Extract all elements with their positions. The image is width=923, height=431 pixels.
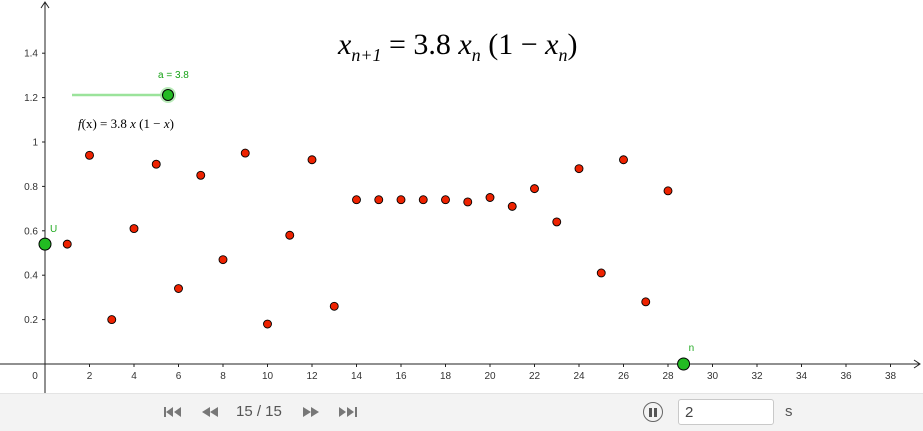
y-tick-label: 1.2	[24, 93, 38, 104]
x-tick-label: 24	[573, 371, 585, 382]
x-tick-label: 12	[306, 371, 318, 382]
x-tick-label: 0	[32, 371, 38, 382]
data-point	[285, 230, 295, 240]
data-point	[307, 155, 317, 165]
data-point	[507, 201, 517, 211]
x-tick-label: 16	[395, 371, 407, 382]
y-tick-label: 0.4	[24, 271, 38, 282]
data-point	[218, 255, 228, 265]
data-point	[85, 150, 94, 160]
x-tick-label: 2	[87, 371, 93, 382]
data-point	[663, 186, 673, 196]
x-tick-label: 4	[131, 371, 137, 382]
rewind-icon[interactable]	[199, 404, 221, 420]
animation-speed-input[interactable]	[678, 399, 774, 425]
data-point	[619, 155, 628, 165]
data-point	[329, 301, 339, 311]
animation-toolbar: 15 / 15 s	[0, 393, 923, 431]
point-u[interactable]	[38, 237, 52, 251]
y-tick-label: 1.4	[24, 49, 38, 60]
x-tick-label: 36	[840, 371, 852, 382]
data-point	[151, 159, 161, 169]
x-tick-label: 38	[885, 371, 897, 382]
point-n[interactable]	[677, 357, 691, 371]
x-tick-label: 18	[440, 371, 452, 382]
x-tick-label: 34	[796, 371, 808, 382]
skip-to-end-icon[interactable]	[337, 404, 359, 420]
x-tick-label: 30	[707, 371, 719, 382]
data-point	[107, 315, 117, 325]
x-tick-label: 28	[662, 371, 674, 382]
data-point	[240, 148, 250, 158]
x-tick-label: 14	[351, 371, 363, 382]
function-definition: f(x) = 3.8 x (1 − x)	[78, 116, 174, 131]
slider-label: a = 3.8	[158, 70, 189, 81]
pause-icon[interactable]	[643, 402, 663, 422]
data-point	[418, 195, 428, 205]
y-tick-label: 1	[32, 138, 38, 149]
speed-unit-label: s	[785, 403, 793, 420]
x-tick-label: 6	[176, 371, 182, 382]
point-u-label: U	[50, 224, 57, 235]
data-point	[552, 217, 562, 227]
x-tick-label: 32	[751, 371, 763, 382]
x-tick-label: 22	[529, 371, 541, 382]
data-point	[174, 284, 183, 293]
data-point	[374, 195, 384, 205]
data-point	[441, 195, 450, 205]
plot-canvas[interactable]: 0 2 4 6 8 10 12 14 16 18 20 22 24 26 28 30 32 34 36 380.20.…	[0, 0, 923, 393]
y-axis-arrow	[40, 1, 50, 9]
x-tick-label: 10	[262, 371, 274, 382]
data-point	[596, 268, 606, 278]
data-point	[641, 297, 651, 307]
recurrence-formula: xn+1 = 3.8 xn (1 − xn)	[338, 28, 578, 65]
graphics-view[interactable]: 0 2 4 6 8 10 12 14 16 18 20 22 24 26 28 30 32 34 36 38 0.2 0.…	[0, 0, 923, 393]
slider-knob[interactable]	[162, 89, 174, 101]
data-point	[574, 164, 584, 174]
x-tick-label: 8	[220, 371, 226, 382]
data-point	[485, 193, 495, 202]
x-tick-label: 20	[484, 371, 496, 382]
y-tick-label: 0.2	[24, 315, 38, 326]
step-counter: 15 / 15	[236, 403, 282, 420]
data-point	[352, 195, 361, 205]
data-point	[196, 170, 206, 180]
data-point	[129, 224, 139, 234]
data-point	[263, 319, 272, 329]
y-tick-label: 0.8	[24, 182, 38, 193]
y-tick-label: 0.6	[24, 226, 38, 237]
data-point	[396, 195, 406, 205]
data-point	[463, 197, 473, 207]
skip-to-start-icon[interactable]	[162, 404, 184, 420]
point-n-label: n	[689, 343, 695, 354]
data-point	[530, 184, 539, 194]
x-tick-label: 26	[618, 371, 630, 382]
data-point	[62, 239, 72, 249]
fast-forward-icon[interactable]	[300, 404, 322, 420]
x-axis-arrow	[913, 359, 921, 369]
